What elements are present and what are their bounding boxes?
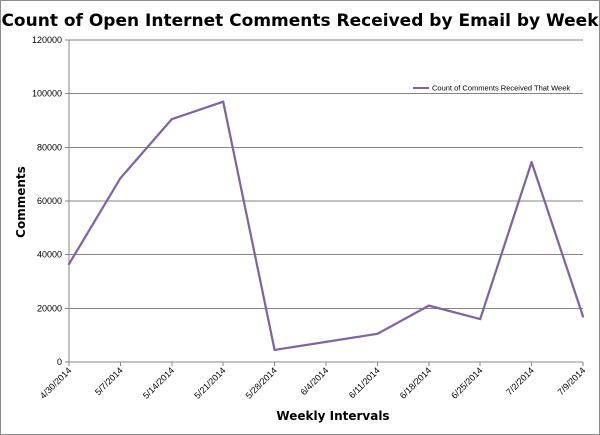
- y-tick-label: 0: [57, 357, 62, 367]
- gridlines: [69, 39, 583, 309]
- y-axis-title: Comments: [14, 166, 28, 238]
- data-point: [119, 177, 122, 180]
- data-point: [67, 262, 71, 266]
- x-tick-label: 6/25/2014: [449, 365, 484, 400]
- x-axis-title: Weekly Intervals: [276, 409, 389, 423]
- data-point: [376, 332, 379, 335]
- x-tick-label: 4/30/2014: [38, 365, 73, 400]
- data-point: [324, 340, 328, 343]
- x-tick-label: 7/2/2014: [504, 365, 536, 397]
- data-point: [581, 315, 585, 318]
- data-point: [427, 304, 430, 307]
- x-tick-label: 7/9/2014: [556, 365, 588, 397]
- x-tick-label: 5/21/2014: [192, 365, 227, 400]
- y-tick-label: 60000: [37, 196, 62, 206]
- axes: [65, 39, 584, 366]
- data-point: [273, 348, 276, 352]
- series-layer: [67, 100, 585, 352]
- y-tick-label: 20000: [37, 303, 62, 313]
- x-tick-label: 5/28/2014: [244, 365, 279, 400]
- data-point: [222, 100, 225, 103]
- y-tick-label: 120000: [32, 35, 62, 45]
- series-line: [67, 100, 585, 352]
- data-point: [170, 118, 173, 121]
- chart-title: Count of Open Internet Comments Received…: [1, 11, 599, 31]
- data-point: [479, 317, 482, 321]
- legend-label: Count of Comments Received That Week: [432, 84, 570, 93]
- legend: Count of Comments Received That Week: [413, 84, 570, 93]
- y-tick-label: 80000: [37, 142, 62, 152]
- x-tick-label: 5/14/2014: [141, 365, 176, 400]
- x-tick-label: 6/4/2014: [299, 365, 331, 397]
- y-tick-label: 40000: [37, 250, 62, 260]
- data-point: [530, 160, 533, 164]
- x-tick-label: 6/18/2014: [398, 365, 433, 400]
- x-tick-labels: 4/30/2014 5/7/2014 5/14/2014 5/21/2014 5/28/…: [38, 365, 587, 400]
- y-tick-labels: 0 20000 40000 60000 80000 100000 120000: [32, 35, 62, 367]
- y-tick-label: 100000: [32, 89, 62, 99]
- x-tick-label: 6/11/2014: [347, 365, 382, 400]
- x-tick-label: 5/7/2014: [93, 365, 125, 397]
